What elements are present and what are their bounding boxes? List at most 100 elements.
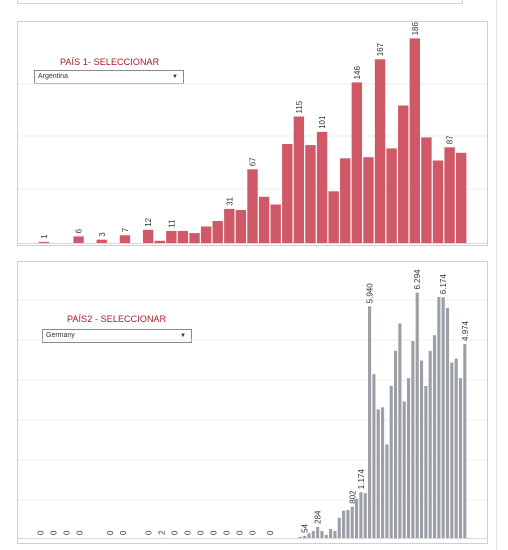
bar[interactable] — [389, 385, 393, 538]
bar-value-label: 0 — [223, 530, 232, 535]
scroll-divider — [496, 0, 497, 550]
country1-bar-chart: 1 6 3 7 12 11 31 67 115 101 146 167 186 87 — [18, 22, 487, 244]
bar[interactable] — [316, 526, 320, 538]
bar[interactable] — [432, 160, 444, 244]
bar[interactable] — [333, 530, 337, 538]
bar[interactable] — [385, 444, 389, 538]
country1-title: PAÍS 1- SELECCIONAR — [60, 57, 160, 67]
bar-value-label: 7 — [121, 227, 130, 232]
bar-value-label: 0 — [49, 530, 58, 535]
bar[interactable] — [270, 204, 281, 244]
bar[interactable] — [342, 510, 346, 538]
bar[interactable] — [282, 144, 293, 243]
bar[interactable] — [372, 374, 376, 538]
bar[interactable] — [381, 407, 385, 538]
bar[interactable] — [359, 492, 363, 538]
bar[interactable] — [212, 221, 223, 243]
bar[interactable] — [73, 236, 84, 243]
bar[interactable] — [311, 530, 315, 538]
bar[interactable] — [415, 292, 419, 538]
bar-value-label: 87 — [446, 135, 455, 144]
bar[interactable] — [421, 137, 432, 243]
bar[interactable] — [355, 499, 359, 538]
bar[interactable] — [445, 307, 450, 538]
bar[interactable] — [166, 230, 177, 243]
bar-value-label: 12 — [144, 217, 153, 226]
bar[interactable] — [419, 360, 424, 538]
bar[interactable] — [177, 230, 189, 243]
bar[interactable] — [363, 157, 374, 243]
bar[interactable] — [368, 306, 372, 538]
bar[interactable] — [458, 378, 463, 538]
bar[interactable] — [235, 210, 247, 243]
bar[interactable] — [324, 534, 328, 538]
bar-value-label: 115 — [295, 100, 304, 113]
bar[interactable] — [411, 341, 415, 538]
bar[interactable] — [374, 59, 386, 243]
bar[interactable] — [454, 358, 458, 538]
bar-value-label: 6.174 — [439, 274, 448, 295]
bar[interactable] — [38, 241, 49, 243]
bar[interactable] — [351, 82, 363, 244]
bar[interactable] — [293, 116, 305, 244]
bar[interactable] — [328, 191, 339, 243]
bar[interactable] — [428, 350, 432, 538]
bar-value-label: 0 — [184, 530, 193, 535]
caret-down-icon: ▼ — [180, 333, 186, 339]
bar-value-label: 11 — [167, 219, 176, 228]
bar[interactable] — [409, 38, 421, 244]
bar-value-label: 186 — [411, 22, 420, 35]
bar-value-label: 0 — [197, 530, 206, 535]
bar[interactable] — [376, 409, 380, 538]
bar[interactable] — [363, 493, 367, 538]
bar-value-label: 167 — [376, 42, 385, 56]
bar[interactable] — [406, 378, 411, 538]
bar[interactable] — [398, 323, 402, 539]
top-filter-strip — [17, 0, 463, 4]
bar[interactable] — [437, 296, 441, 538]
bar-value-label: 802 — [348, 490, 357, 504]
bar[interactable] — [316, 131, 328, 243]
bar[interactable] — [340, 158, 351, 243]
bar-value-label: 4.974 — [461, 320, 470, 341]
bar[interactable] — [398, 105, 409, 244]
bar-value-label: 0 — [36, 530, 45, 535]
bar[interactable] — [247, 169, 258, 243]
bar[interactable] — [346, 509, 350, 538]
bar-value-label: 0 — [171, 530, 180, 535]
bar[interactable] — [224, 208, 235, 243]
bar[interactable] — [96, 239, 107, 243]
bar[interactable] — [307, 533, 311, 538]
bar[interactable] — [424, 385, 428, 538]
bar[interactable] — [189, 233, 200, 243]
bar[interactable] — [142, 229, 154, 243]
bar-value-label: 31 — [225, 196, 234, 205]
bar-value-label: 6.294 — [413, 269, 422, 290]
bar[interactable] — [463, 344, 467, 538]
bar[interactable] — [350, 506, 354, 538]
bar[interactable] — [456, 152, 467, 243]
bar[interactable] — [329, 529, 333, 538]
bar[interactable] — [320, 530, 324, 538]
bar[interactable] — [258, 196, 270, 243]
bar[interactable] — [450, 362, 454, 539]
bar[interactable] — [303, 535, 307, 538]
bar-value-label: 1 — [40, 234, 49, 239]
country2-dropdown-value: Germany — [46, 332, 75, 339]
bar[interactable] — [444, 147, 455, 243]
bar[interactable] — [305, 145, 316, 243]
bar[interactable] — [432, 335, 437, 538]
bar[interactable] — [386, 148, 397, 243]
bar-value-label: 0 — [249, 530, 258, 535]
bar[interactable] — [200, 226, 212, 244]
bar[interactable] — [441, 297, 445, 538]
bar[interactable] — [393, 350, 398, 538]
bar[interactable] — [154, 240, 165, 243]
bar[interactable] — [402, 401, 406, 539]
bar[interactable] — [298, 536, 302, 538]
bar[interactable] — [337, 517, 341, 538]
bar-value-label: 1.174 — [357, 469, 366, 490]
bar-value-label: 146 — [353, 66, 362, 80]
bar[interactable] — [119, 235, 131, 243]
